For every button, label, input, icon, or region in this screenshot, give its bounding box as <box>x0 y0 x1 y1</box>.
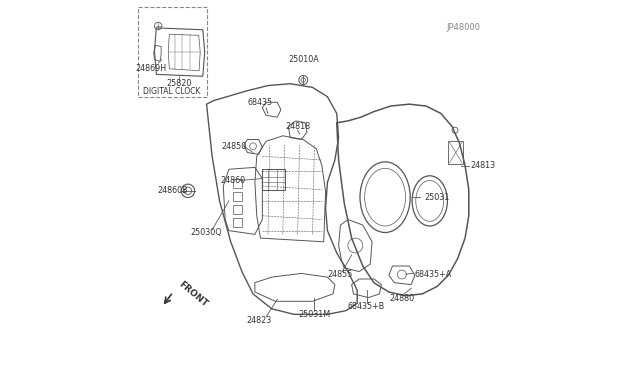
Text: 24823: 24823 <box>246 316 271 325</box>
Text: 24850: 24850 <box>222 142 247 151</box>
Text: 24860: 24860 <box>220 176 245 185</box>
Text: 25030Q: 25030Q <box>191 228 222 237</box>
Text: 68435+B: 68435+B <box>348 302 385 311</box>
Text: 24813: 24813 <box>470 161 496 170</box>
Text: 24869H: 24869H <box>135 64 166 73</box>
Text: FRONT: FRONT <box>177 279 209 308</box>
Text: 24855: 24855 <box>328 270 353 279</box>
Text: DIGITAL CLOCK: DIGITAL CLOCK <box>143 87 201 96</box>
Text: 25010A: 25010A <box>288 55 319 64</box>
Text: 25031M: 25031M <box>298 310 330 319</box>
Text: JP48000: JP48000 <box>446 23 480 32</box>
Text: 25031: 25031 <box>424 193 449 202</box>
Text: 24860B: 24860B <box>157 186 188 195</box>
Text: 24880: 24880 <box>389 294 415 303</box>
Text: 24818: 24818 <box>285 122 310 131</box>
Text: 25820: 25820 <box>166 79 191 88</box>
Text: 68435+A: 68435+A <box>415 270 452 279</box>
Text: 68435: 68435 <box>248 98 273 107</box>
